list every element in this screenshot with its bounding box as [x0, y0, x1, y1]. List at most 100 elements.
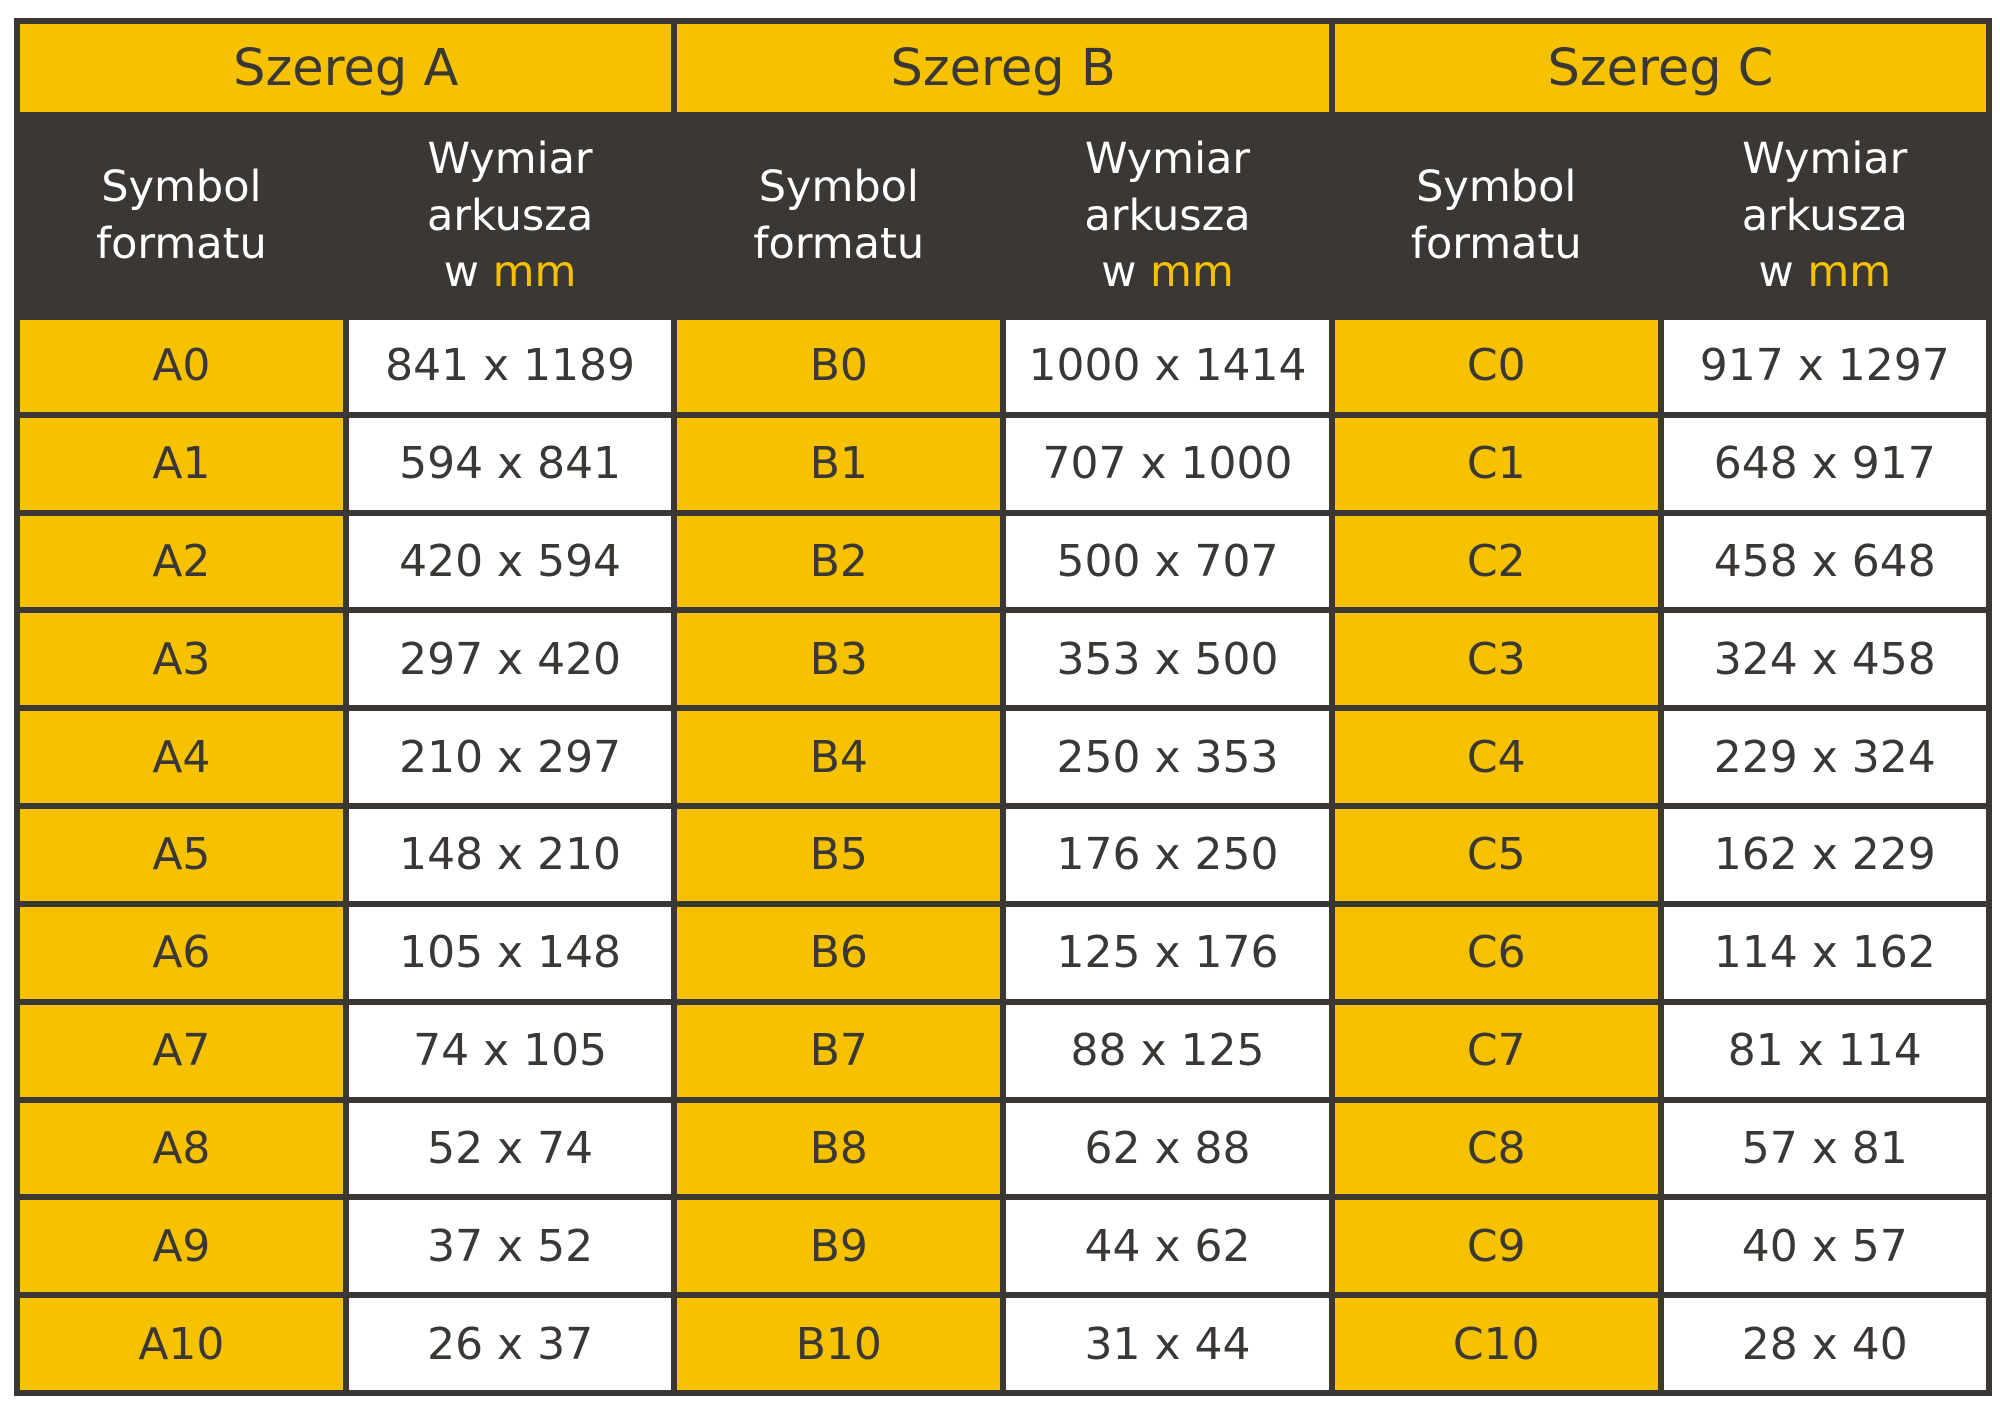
- dimension-column-header: Wymiar arkusza w mm: [1000, 112, 1335, 320]
- format-symbol-cell: C1: [1328, 411, 1664, 516]
- dimension-column-header: Wymiar arkusza w mm: [1657, 112, 1993, 320]
- table-row: A6 105 x 148 B6 125 x 176 C6 114 x 162: [14, 900, 1993, 1005]
- dimension-cell: 250 x 353: [1000, 705, 1335, 810]
- format-symbol-cell: B5: [671, 803, 1007, 907]
- format-symbol-cell: B9: [671, 1194, 1007, 1299]
- symbol-column-header: Symbol formatu: [1328, 112, 1664, 320]
- format-symbol-cell: B3: [671, 607, 1007, 712]
- format-symbol-cell: C8: [1328, 1096, 1664, 1201]
- header-text: formatu: [753, 219, 925, 269]
- unit-highlight: mm: [492, 247, 577, 298]
- format-symbol-cell: C0: [1328, 314, 1664, 418]
- dimension-cell: 162 x 229: [1657, 803, 1993, 907]
- format-symbol-cell: B0: [671, 314, 1007, 418]
- symbol-column-header: Symbol formatu: [671, 112, 1007, 320]
- dimension-cell: 420 x 594: [342, 509, 678, 614]
- table-row: A1 594 x 841 B1 707 x 1000 C1 648 x 917: [14, 411, 1993, 516]
- header-text: Wymiar: [1742, 133, 1908, 184]
- dimension-cell: 26 x 37: [342, 1292, 678, 1396]
- header-text: w: [1758, 247, 1794, 298]
- format-symbol-cell: B7: [671, 998, 1007, 1103]
- series-header-row: Szereg A Szereg B Szereg C: [13, 18, 1993, 118]
- format-symbol-cell: A6: [14, 900, 349, 1005]
- header-text: w: [1101, 247, 1137, 298]
- dimension-cell: 74 x 105: [342, 998, 678, 1103]
- format-symbol-cell: B1: [671, 411, 1007, 516]
- symbol-column-header: Symbol formatu: [14, 112, 349, 320]
- table-row: A0 841 x 1189 B0 1000 x 1414 C0 917 x 12…: [14, 314, 1993, 418]
- table-row: A10 26 x 37 B10 31 x 44 C10 28 x 40: [14, 1292, 1993, 1396]
- header-text: Symbol: [1416, 162, 1577, 213]
- dimension-cell: 148 x 210: [342, 803, 678, 907]
- dimension-column-header: Wymiar arkusza w mm: [342, 112, 678, 320]
- dimension-cell: 28 x 40: [1657, 1292, 1993, 1396]
- header-text: Wymiar: [1084, 133, 1251, 184]
- dimension-cell: 37 x 52: [342, 1194, 678, 1299]
- dimension-cell: 176 x 250: [1000, 803, 1335, 907]
- dimension-cell: 81 x 114: [1657, 998, 1993, 1103]
- format-symbol-cell: A2: [14, 509, 349, 614]
- header-text: arkusza: [1741, 190, 1908, 241]
- table-body: A0 841 x 1189 B0 1000 x 1414 C0 917 x 12…: [14, 314, 1993, 1396]
- format-symbol-cell: B6: [671, 900, 1007, 1005]
- dimension-cell: 917 x 1297: [1657, 314, 1993, 418]
- dimension-cell: 114 x 162: [1657, 900, 1993, 1005]
- format-symbol-cell: C9: [1328, 1194, 1664, 1299]
- table-row: A5 148 x 210 B5 176 x 250 C5 162 x 229: [14, 803, 1993, 907]
- table-row: A9 37 x 52 B9 44 x 62 C9 40 x 57: [14, 1194, 1993, 1299]
- header-text: arkusza: [426, 190, 594, 241]
- dimension-cell: 353 x 500: [1000, 607, 1335, 712]
- format-symbol-cell: B8: [671, 1096, 1007, 1201]
- dimension-cell: 297 x 420: [342, 607, 678, 712]
- dimension-cell: 648 x 917: [1657, 411, 1993, 516]
- dimension-cell: 88 x 125: [1000, 998, 1335, 1103]
- dimension-cell: 57 x 81: [1657, 1096, 1993, 1201]
- format-symbol-cell: C5: [1328, 803, 1664, 907]
- table-row: A3 297 x 420 B3 353 x 500 C3 324 x 458: [14, 607, 1993, 712]
- format-symbol-cell: C10: [1328, 1292, 1664, 1396]
- paper-format-table: Szereg A Szereg B Szereg C Symbol format…: [13, 18, 1993, 1396]
- unit-highlight: mm: [1150, 247, 1234, 298]
- header-unit-line: w mm: [349, 244, 672, 301]
- format-symbol-cell: C7: [1328, 998, 1664, 1103]
- header-text: Wymiar: [427, 133, 593, 184]
- format-symbol-cell: A4: [14, 705, 349, 810]
- dimension-cell: 458 x 648: [1657, 509, 1993, 614]
- format-symbol-cell: A10: [14, 1292, 349, 1396]
- column-header-row: Symbol formatu Wymiar arkusza w mm Symbo…: [14, 112, 1993, 320]
- format-symbol-cell: A3: [14, 607, 349, 712]
- dimension-cell: 229 x 324: [1657, 705, 1993, 810]
- format-symbol-cell: A0: [14, 314, 349, 418]
- dimension-cell: 841 x 1189: [342, 314, 678, 418]
- table-row: A8 52 x 74 B8 62 x 88 C8 57 x 81: [14, 1096, 1993, 1201]
- header-text: formatu: [1410, 219, 1582, 269]
- dimension-cell: 594 x 841: [342, 411, 678, 516]
- dimension-cell: 210 x 297: [342, 705, 678, 810]
- format-symbol-cell: B2: [671, 509, 1007, 614]
- series-b-header: Szereg B: [671, 18, 1335, 118]
- header-text: Symbol: [101, 162, 262, 213]
- format-symbol-cell: C2: [1328, 509, 1664, 614]
- unit-highlight: mm: [1807, 247, 1892, 298]
- format-symbol-cell: A5: [14, 803, 349, 907]
- format-symbol-cell: C4: [1328, 705, 1664, 810]
- format-symbol-cell: B10: [671, 1292, 1007, 1396]
- header-text: formatu: [95, 219, 267, 269]
- dimension-cell: 125 x 176: [1000, 900, 1335, 1005]
- table-row: A2 420 x 594 B2 500 x 707 C2 458 x 648: [14, 509, 1993, 614]
- dimension-cell: 31 x 44: [1000, 1292, 1335, 1396]
- dimension-cell: 1000 x 1414: [1000, 314, 1335, 418]
- format-symbol-cell: A8: [14, 1096, 349, 1201]
- dimension-cell: 40 x 57: [1657, 1194, 1993, 1299]
- dimension-cell: 62 x 88: [1000, 1096, 1335, 1201]
- dimension-cell: 52 x 74: [342, 1096, 678, 1201]
- dimension-cell: 707 x 1000: [1000, 411, 1335, 516]
- format-symbol-cell: C3: [1328, 607, 1664, 712]
- format-symbol-cell: B4: [671, 705, 1007, 810]
- dimension-cell: 500 x 707: [1000, 509, 1335, 614]
- format-symbol-cell: A9: [14, 1194, 349, 1299]
- format-symbol-cell: A1: [14, 411, 349, 516]
- series-c-header: Szereg C: [1328, 18, 1993, 118]
- header-text: arkusza: [1084, 190, 1251, 241]
- header-text: w: [443, 247, 479, 298]
